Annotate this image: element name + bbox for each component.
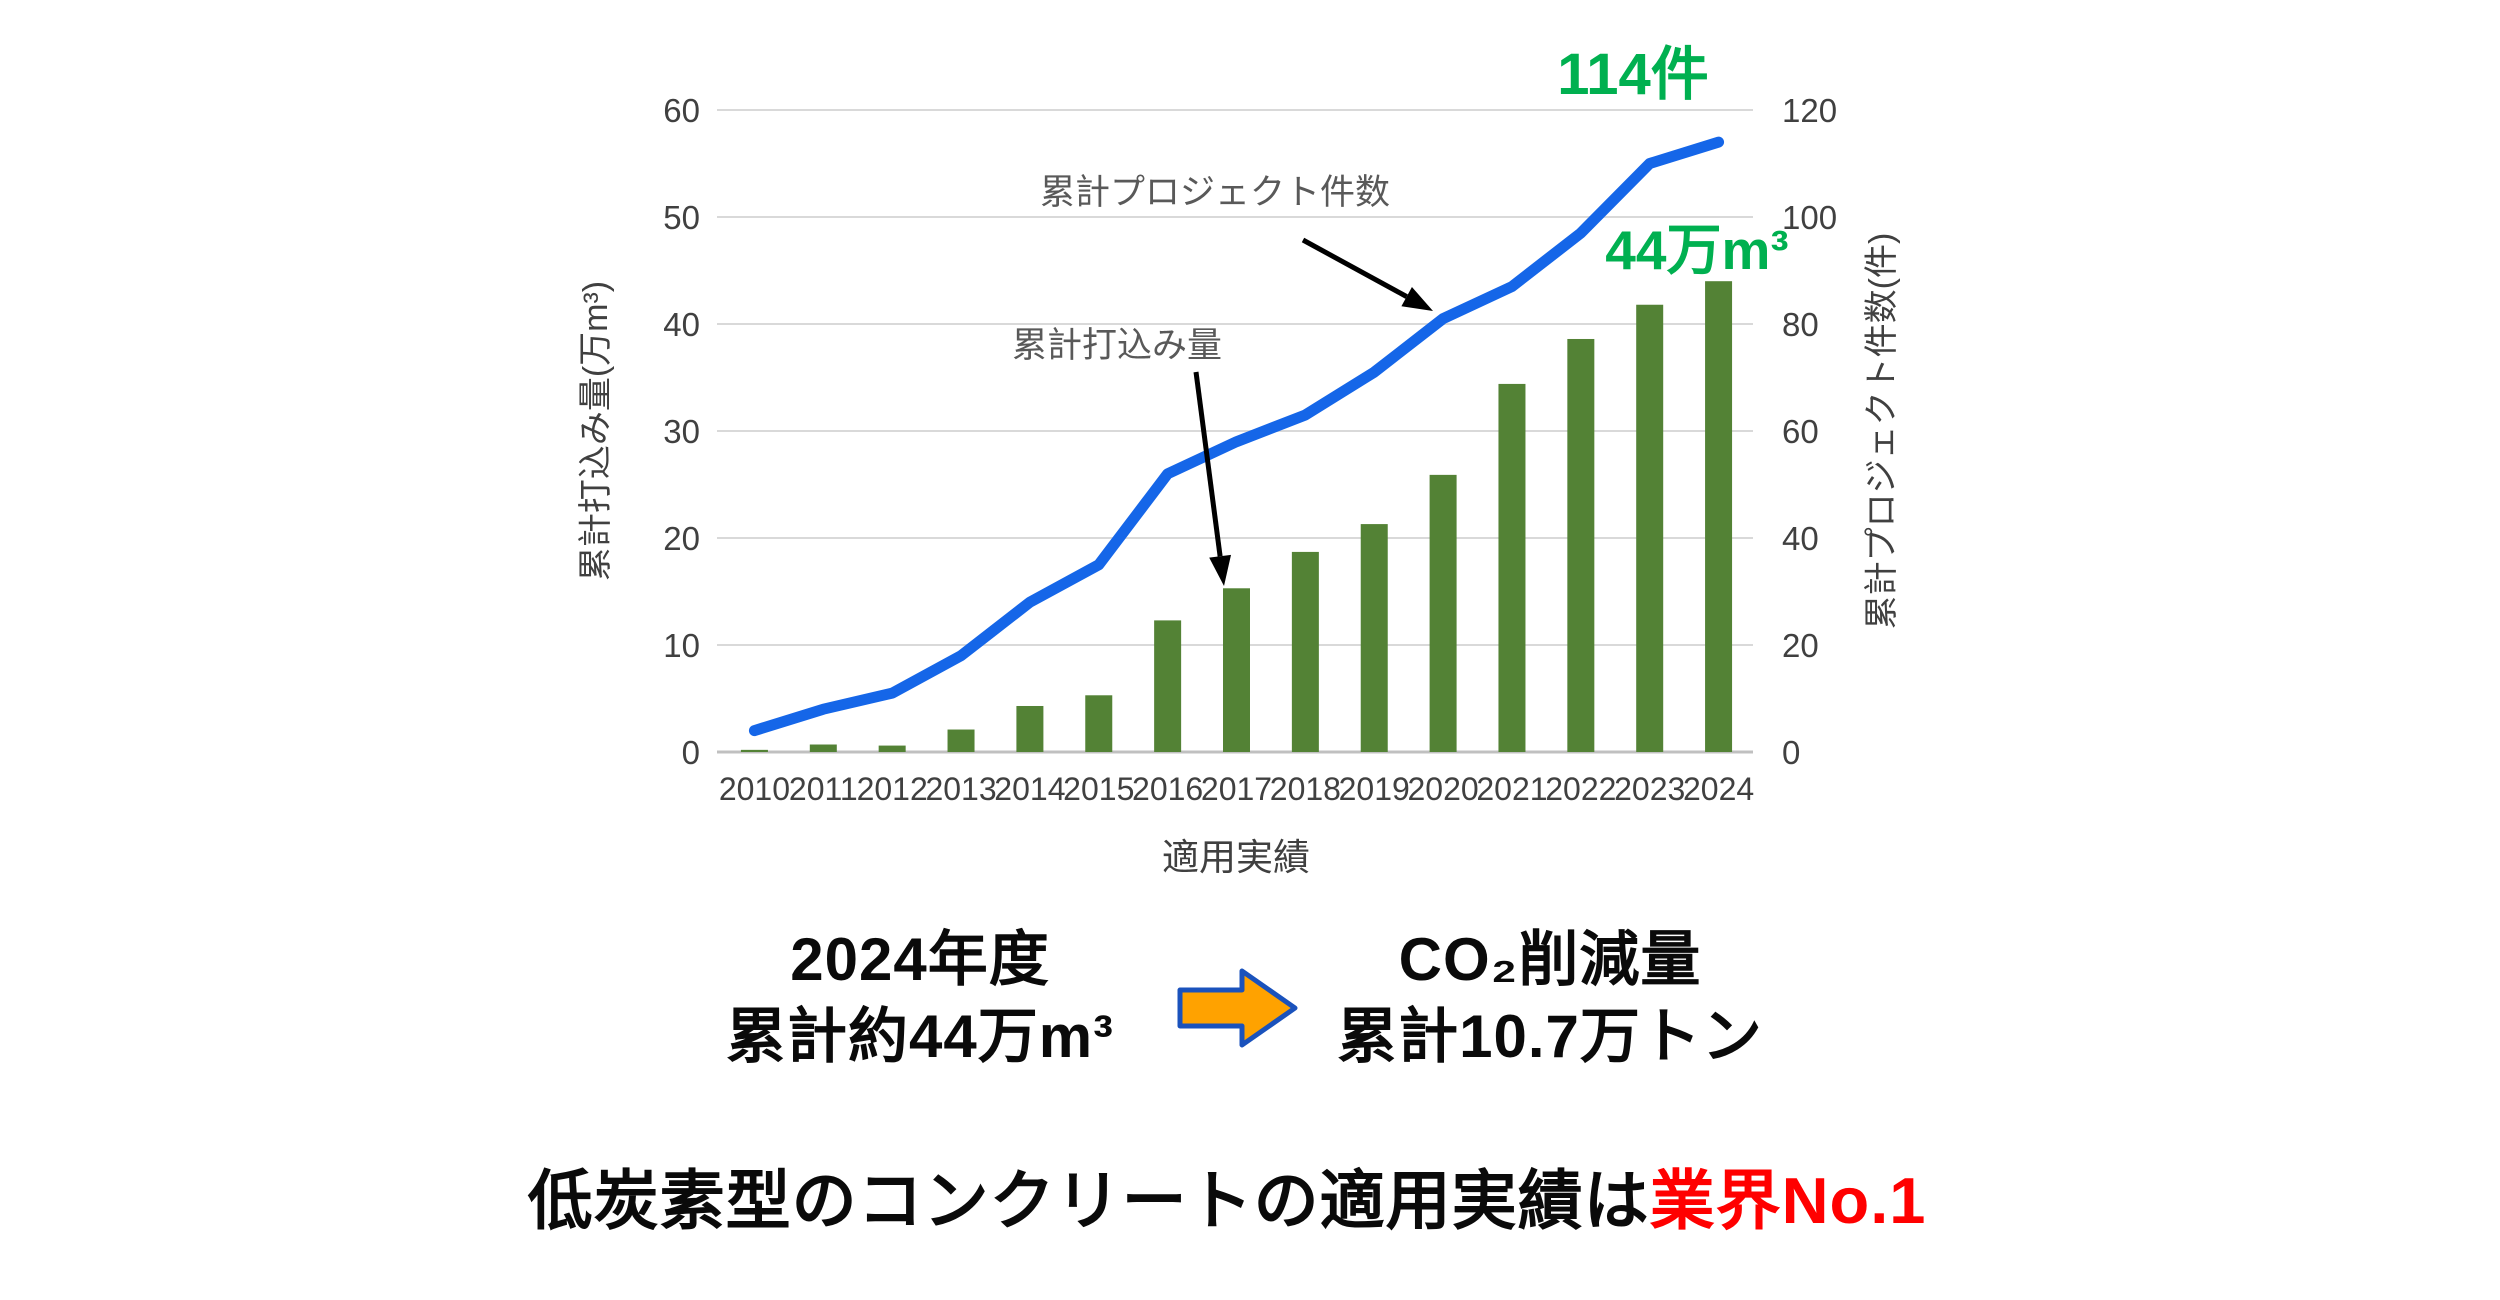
line-annotation-arrow [1301,237,1408,299]
annotation-bar-peak: 44万m³ [1605,219,1788,281]
footer-text: 低炭素型のコンクリートの適用実績は業界No.1 [0,1148,2454,1242]
right-axis-tick: 120 [1782,92,1837,129]
x-axis-title: 適用実績 [1162,837,1310,878]
bar [1291,551,1319,752]
annotation-bar-label: 累計打込み量 [1012,326,1222,365]
x-tick: 2016 [1132,771,1203,807]
left-axis-tick: 30 [663,413,700,450]
line-annotation-arrow-head [1401,286,1433,311]
x-tick: 2013 [925,771,996,807]
annotation-line-label: 累計プロジェクト件数 [1040,173,1390,212]
bar [1567,338,1595,752]
right-axis-title: 累計プロジェクト件数(件) [1863,233,1901,630]
left-axis-tick: 20 [663,520,700,557]
x-tick: 2021 [1476,771,1547,807]
bar [1360,524,1388,752]
bar [1498,383,1526,752]
x-tick: 2024 [1683,771,1754,807]
right-axis-tick: 20 [1782,627,1819,664]
left-axis-tick: 0 [682,734,700,771]
x-tick: 2015 [1063,771,1134,807]
bar [947,729,975,752]
x-tick: 2010 [719,771,790,807]
x-tick: 2012 [857,771,928,807]
right-axis-tick: 60 [1782,413,1819,450]
bar [1016,705,1044,752]
left-axis-title: 累計打込み量(万m³) [577,281,615,581]
x-tick: 2020 [1408,771,1479,807]
bar [1429,474,1457,752]
left-axis-tick: 10 [663,627,700,664]
left-axis-tick: 40 [663,306,700,343]
right-axis-tick: 40 [1782,520,1819,557]
bar-annotation-arrow-head [1209,554,1232,586]
annotation-line-peak: 114件 [1557,42,1709,107]
callout-left-line1: 2024年度 [790,926,1050,993]
bar [1636,304,1664,752]
bar [1223,588,1250,752]
x-tick: 2022 [1545,771,1616,807]
bar [1154,620,1182,752]
x-tick: 2019 [1339,771,1410,807]
callout-right-line2: 累計10.7万トン [1337,1002,1763,1070]
callout-right-line1: CO₂削減量 [1398,926,1702,993]
bar [1705,281,1733,752]
bar-annotation-arrow [1193,371,1223,557]
x-tick: 2017 [1201,771,1272,807]
x-tick: 2023 [1614,771,1685,807]
left-axis-tick: 50 [663,199,700,236]
callout-left-text: 2024年度 累計約44万m³ [560,922,1280,1076]
right-axis-tick: 80 [1782,306,1819,343]
bar [809,744,837,752]
right-axis-tick: 100 [1782,199,1837,236]
bar [740,749,768,752]
trend-line [748,136,1725,737]
footer-text-black: 低炭素型のコンクリートの適用実績は [527,1164,1650,1237]
x-tick: 2014 [994,771,1065,807]
bar [878,745,906,752]
x-tick: 2018 [1270,771,1341,807]
left-axis-tick: 60 [663,92,700,129]
right-axis-tick: 0 [1782,734,1800,771]
callout-left-line2: 累計約44万m³ [725,1002,1115,1070]
footer-text-red: 業界No.1 [1649,1164,1927,1237]
bar [1085,695,1113,752]
callout-right-text: CO₂削減量 累計10.7万トン [1190,922,1910,1076]
x-tick: 2011 [789,771,858,807]
combo-chart: 0 10 20 30 40 50 60 0 20 40 60 80 100 120 201020112012… [577,42,1901,878]
right-arrow-icon [1177,968,1298,1048]
